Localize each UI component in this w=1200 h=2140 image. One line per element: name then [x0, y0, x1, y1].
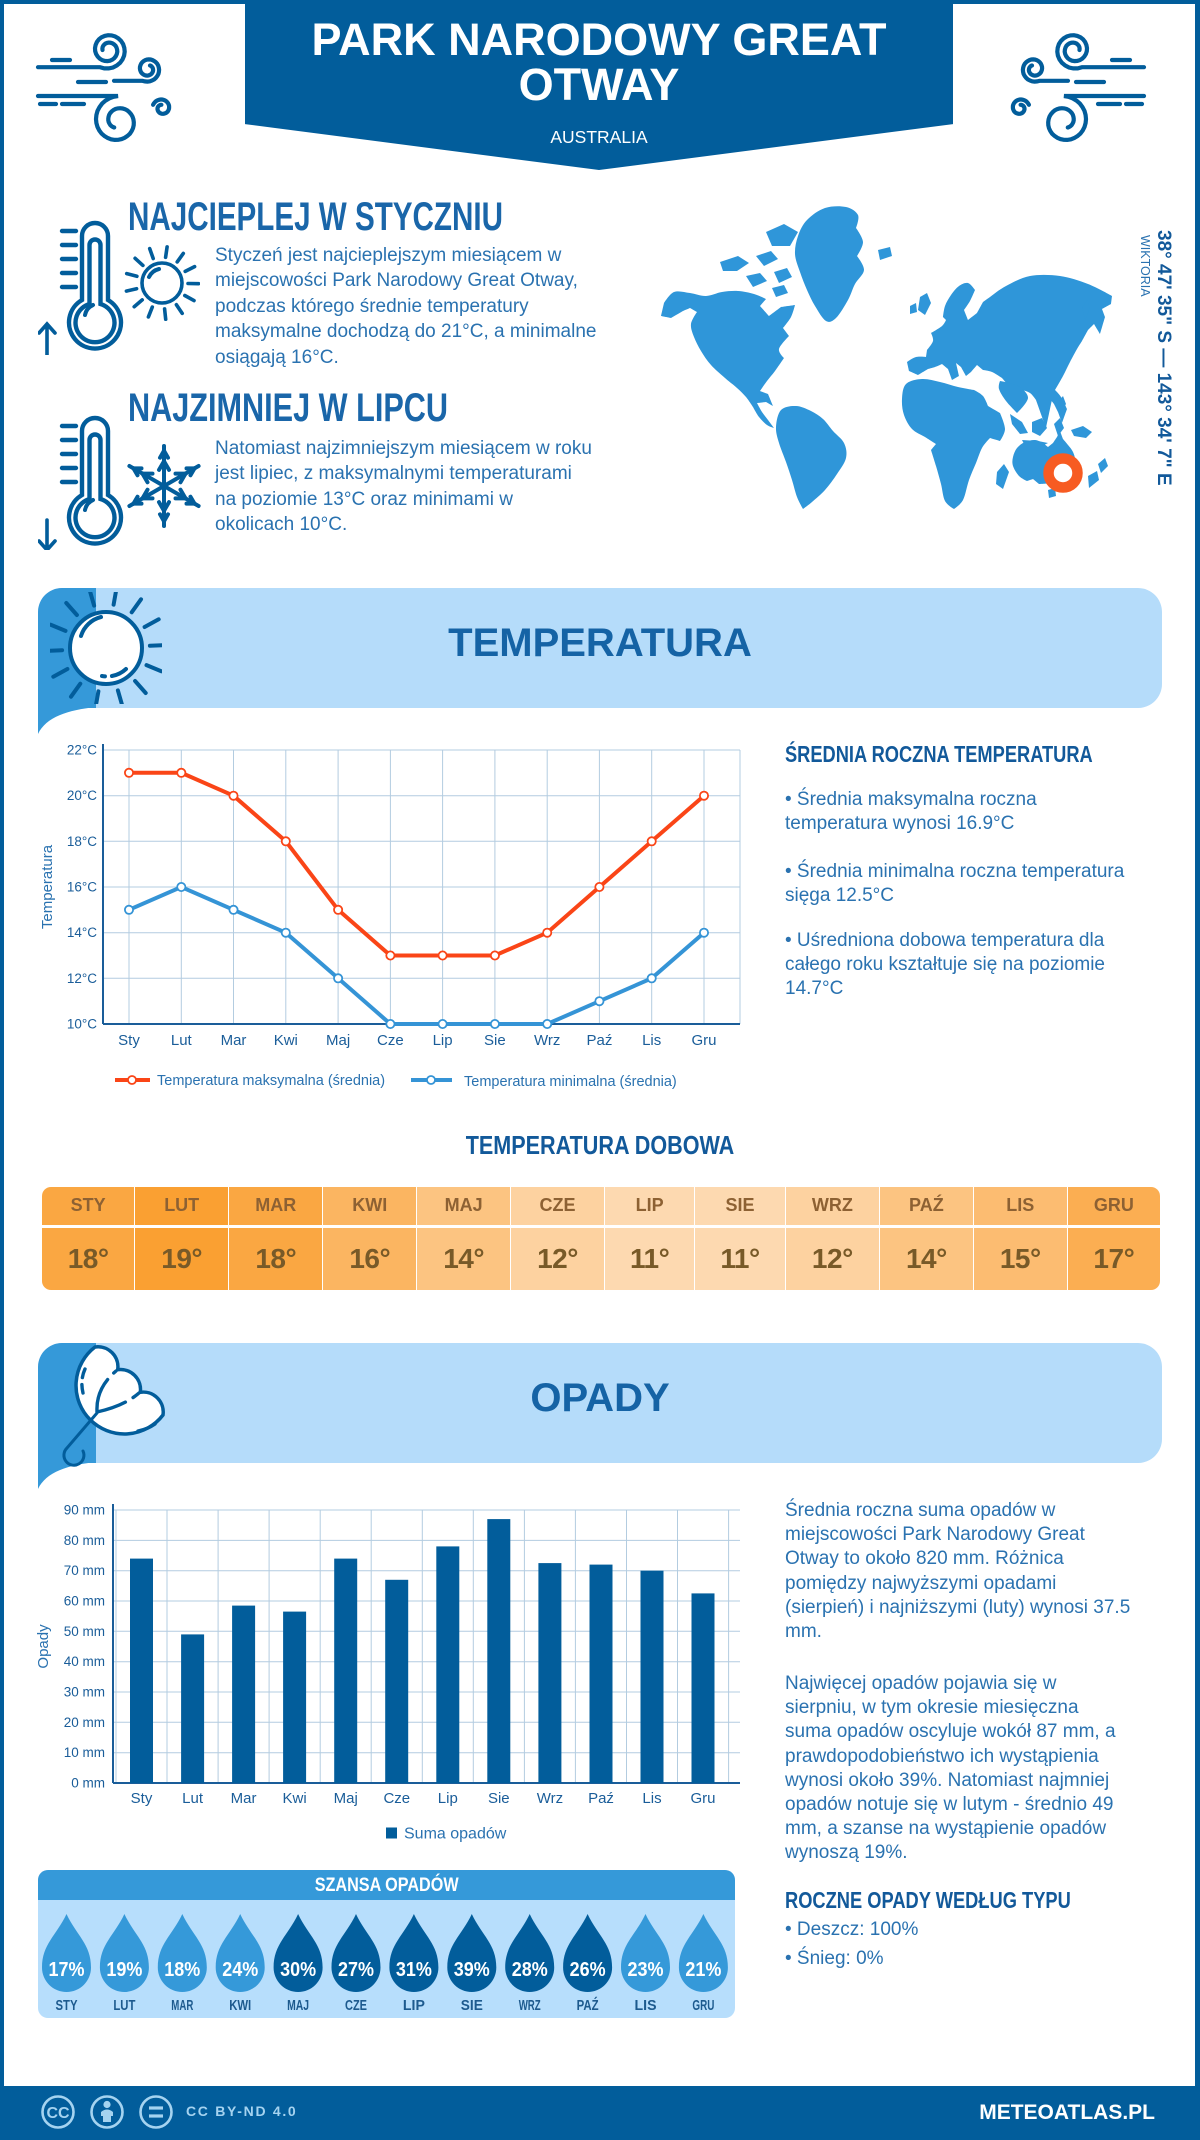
svg-text:Lis: Lis: [642, 1790, 661, 1807]
svg-text:Temperatura: Temperatura: [40, 844, 56, 929]
svg-text:20 mm: 20 mm: [64, 1715, 105, 1730]
svg-text:Sty: Sty: [118, 1032, 140, 1049]
svg-text:Temperatura minimalna (średnia: Temperatura minimalna (średnia): [464, 1074, 677, 1090]
svg-text:30%: 30%: [280, 1958, 316, 1981]
svg-text:21%: 21%: [685, 1958, 721, 1981]
svg-text:50 mm: 50 mm: [64, 1624, 105, 1639]
svg-text:SIE: SIE: [461, 1998, 483, 2014]
svg-text:CC: CC: [46, 2105, 70, 2122]
svg-text:Temperatura maksymalna (średni: Temperatura maksymalna (średnia): [157, 1073, 385, 1089]
svg-text:39%: 39%: [454, 1958, 490, 1981]
svg-text:Paź: Paź: [588, 1790, 614, 1807]
svg-text:10 mm: 10 mm: [64, 1745, 105, 1760]
svg-text:Wrz: Wrz: [537, 1790, 563, 1807]
svg-text:Maj: Maj: [326, 1032, 350, 1049]
svg-text:Lip: Lip: [433, 1032, 453, 1049]
svg-text:PAŹ: PAŹ: [577, 1997, 599, 2014]
svg-text:Gru: Gru: [690, 1790, 715, 1807]
svg-text:80 mm: 80 mm: [64, 1533, 105, 1548]
svg-text:18°C: 18°C: [67, 834, 97, 849]
svg-text:Gru: Gru: [691, 1032, 716, 1049]
svg-text:Lis: Lis: [642, 1032, 661, 1049]
svg-text:60 mm: 60 mm: [64, 1594, 105, 1609]
svg-text:23%: 23%: [628, 1958, 664, 1981]
svg-text:Mar: Mar: [221, 1032, 247, 1049]
svg-text:Sie: Sie: [488, 1790, 510, 1807]
svg-text:Kwi: Kwi: [283, 1790, 307, 1807]
svg-text:LIP: LIP: [403, 1998, 425, 2014]
svg-text:40 mm: 40 mm: [64, 1654, 105, 1669]
svg-text:28%: 28%: [512, 1958, 548, 1981]
svg-text:Opady: Opady: [35, 1624, 52, 1669]
svg-text:16°C: 16°C: [67, 880, 97, 895]
svg-text:Paź: Paź: [586, 1032, 612, 1049]
svg-text:LIS: LIS: [635, 1998, 657, 2014]
svg-text:LUT: LUT: [113, 1998, 135, 2014]
svg-text:24%: 24%: [222, 1958, 258, 1981]
svg-text:0 mm: 0 mm: [71, 1776, 105, 1791]
svg-text:31%: 31%: [396, 1958, 432, 1981]
svg-text:WRZ: WRZ: [519, 1998, 541, 2014]
svg-text:STY: STY: [56, 1998, 78, 2014]
svg-text:Sie: Sie: [484, 1032, 506, 1049]
svg-text:Kwi: Kwi: [274, 1032, 298, 1049]
svg-text:Sty: Sty: [131, 1790, 153, 1807]
svg-text:22°C: 22°C: [67, 743, 97, 758]
svg-text:10°C: 10°C: [67, 1017, 97, 1032]
svg-text:20°C: 20°C: [67, 788, 97, 803]
svg-text:KWI: KWI: [229, 1998, 251, 2014]
svg-text:Lut: Lut: [171, 1032, 193, 1049]
svg-text:Cze: Cze: [383, 1790, 410, 1807]
svg-text:19%: 19%: [106, 1958, 142, 1981]
svg-text:70 mm: 70 mm: [64, 1563, 105, 1578]
svg-text:14°C: 14°C: [67, 925, 97, 940]
svg-text:90 mm: 90 mm: [64, 1503, 105, 1518]
svg-text:27%: 27%: [338, 1958, 374, 1981]
svg-text:18%: 18%: [164, 1958, 200, 1981]
svg-text:Suma opadów: Suma opadów: [404, 1826, 507, 1843]
svg-text:Cze: Cze: [377, 1032, 404, 1049]
svg-text:Lip: Lip: [438, 1790, 458, 1807]
svg-text:12°C: 12°C: [67, 971, 97, 986]
svg-text:GRU: GRU: [692, 1998, 714, 2014]
svg-text:Maj: Maj: [334, 1790, 358, 1807]
svg-text:Mar: Mar: [231, 1790, 257, 1807]
svg-text:MAJ: MAJ: [287, 1998, 309, 2014]
svg-text:17%: 17%: [49, 1958, 85, 1981]
svg-text:MAR: MAR: [171, 1998, 193, 2014]
svg-text:Wrz: Wrz: [534, 1032, 560, 1049]
svg-text:CZE: CZE: [345, 1998, 367, 2014]
svg-text:26%: 26%: [570, 1958, 606, 1981]
svg-text:Lut: Lut: [182, 1790, 204, 1807]
svg-text:30 mm: 30 mm: [64, 1685, 105, 1700]
